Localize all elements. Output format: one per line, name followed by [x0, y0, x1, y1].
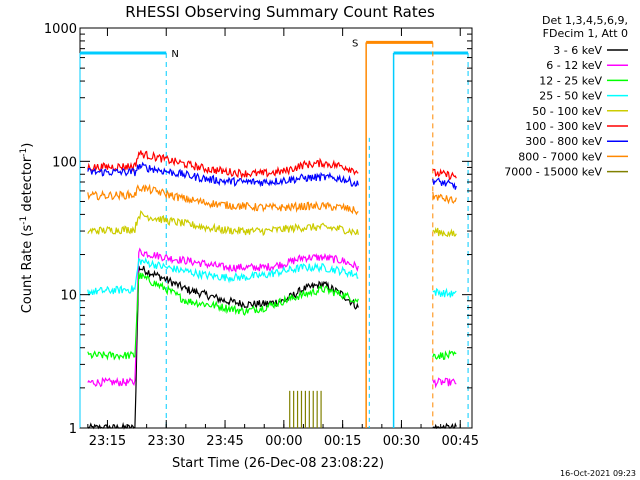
legend-title: FDecim 1, Att 0	[543, 27, 628, 40]
legend-label: 25 - 50 keV	[539, 90, 602, 103]
y-axis: 1 10 100 1000	[44, 22, 472, 437]
y-tick-label: 100	[52, 155, 77, 170]
x-tick-label: 00:15	[324, 434, 361, 449]
series-1-line-2	[432, 422, 457, 430]
legend: Det 1,3,4,5,6,9,FDecim 1, Att 0 3 - 6 keV…	[504, 14, 628, 179]
legend-label: 50 - 100 keV	[532, 105, 602, 118]
series-8-line-1	[87, 183, 359, 216]
x-tick-label: 00:00	[265, 434, 302, 449]
series-6-line-1	[87, 150, 359, 180]
series-layer	[87, 150, 457, 430]
y-axis-label-close: )	[20, 143, 35, 148]
series-5	[87, 210, 457, 238]
series-4-line-1	[87, 256, 359, 296]
series-5-line-1	[87, 210, 359, 237]
legend-label: 800 - 7000 keV	[518, 150, 602, 163]
x-tick-label: 00:45	[442, 434, 479, 449]
x-tick-label: 23:45	[206, 434, 243, 449]
legend-label: 6 - 12 keV	[546, 59, 602, 72]
series-6-line-2	[432, 168, 457, 181]
y-tick-label: 1000	[44, 22, 77, 37]
saa-label: S	[352, 38, 358, 49]
x-tick-label: 23:15	[89, 434, 126, 449]
series-6	[87, 150, 457, 181]
series-4	[87, 256, 457, 298]
timestamp: 16-Oct-2021 09:23	[560, 469, 636, 478]
series-7-line-1	[87, 161, 359, 188]
x-tick-label: 23:30	[148, 434, 185, 449]
legend-label: 100 - 300 keV	[525, 120, 602, 133]
y-tick-label: 10	[60, 289, 77, 304]
series-8-line-2	[432, 191, 457, 205]
y-axis-label-sup2: -1	[19, 148, 29, 157]
legend-label: 12 - 25 keV	[539, 74, 602, 87]
series-2-line-2	[432, 377, 457, 389]
y-tick-label: 1	[69, 422, 77, 437]
legend-title: Det 1,3,4,5,6,9,	[542, 14, 628, 27]
series-2-line-1	[87, 247, 359, 388]
y-axis-label-main: Count Rate (s	[20, 225, 35, 314]
series-3	[87, 272, 457, 361]
orbit-intervals: NS	[79, 38, 469, 428]
series-1	[87, 265, 457, 430]
legend-label: 7000 - 15000 keV	[504, 166, 602, 179]
legend-label: 3 - 6 keV	[553, 44, 602, 57]
x-axis: 23:15 23:30 23:45 00:00 00:15 00:30 00:45	[87, 28, 479, 449]
series-5-line-2	[432, 226, 457, 238]
series-3-line-1	[87, 272, 359, 361]
y-axis-label-tail: detector	[20, 156, 35, 216]
series-7-line-2	[432, 177, 457, 190]
series-9	[289, 390, 322, 428]
series-2	[87, 247, 457, 389]
x-axis-label: Start Time (26-Dec-08 23:08:22)	[172, 456, 384, 471]
night-label: N	[171, 49, 178, 60]
y-axis-label-sup1: -1	[19, 216, 29, 225]
series-8	[87, 183, 457, 216]
series-4-line-2	[432, 287, 457, 298]
legend-label: 300 - 800 keV	[525, 135, 602, 148]
chart-title: RHESSI Observing Summary Count Rates	[125, 3, 435, 21]
series-3-line-2	[432, 349, 457, 361]
series-7	[87, 161, 457, 190]
x-tick-label: 00:30	[383, 434, 420, 449]
y-axis-label: Count Rate (s-1 detector-1)	[19, 143, 35, 314]
